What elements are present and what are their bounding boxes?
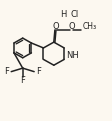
Text: F: F — [20, 76, 25, 85]
Text: F: F — [4, 67, 9, 76]
Text: F: F — [36, 67, 41, 76]
Text: NH: NH — [66, 51, 79, 60]
Text: Cl: Cl — [71, 10, 79, 19]
Text: O: O — [68, 22, 75, 31]
Text: H: H — [60, 10, 66, 19]
Text: CH₃: CH₃ — [82, 22, 97, 31]
Text: O: O — [52, 22, 59, 31]
